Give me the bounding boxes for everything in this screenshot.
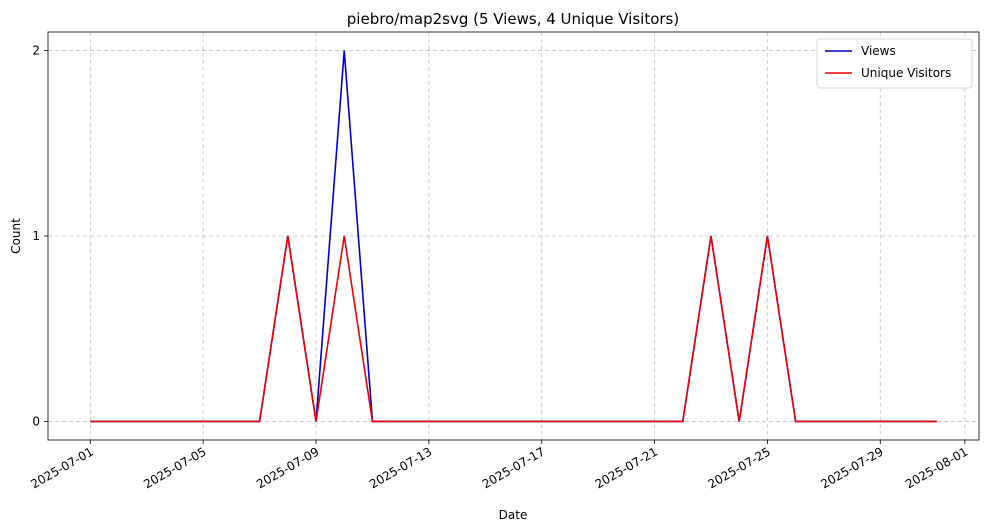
y-tick-label: 2 <box>32 44 40 58</box>
y-axis-ticks: 0 1 2 <box>32 44 48 428</box>
legend-unique-visitors-label: Unique Visitors <box>861 66 951 80</box>
x-axis-label: Date <box>499 508 528 522</box>
x-tick-label: 2025-07-29 <box>818 444 885 491</box>
y-tick-label: 1 <box>32 229 40 243</box>
chart-title: piebro/map2svg (5 Views, 4 Unique Visito… <box>347 10 679 28</box>
grid <box>48 32 979 440</box>
y-axis-label: Count <box>9 218 23 254</box>
y-tick-label: 0 <box>32 414 40 428</box>
x-tick-label: 2025-07-05 <box>141 444 208 491</box>
x-tick-label: 2025-07-17 <box>480 444 547 491</box>
x-tick-label: 2025-07-13 <box>367 444 434 491</box>
x-tick-label: 2025-07-21 <box>593 444 660 491</box>
legend-views-label: Views <box>861 44 896 58</box>
x-tick-label: 2025-07-09 <box>254 444 321 491</box>
x-tick-label: 2025-07-25 <box>706 444 773 491</box>
legend-box <box>816 38 973 89</box>
x-axis-ticks: 2025-07-01 2025-07-05 2025-07-09 2025-07-13… <box>28 440 970 491</box>
x-tick-label: 2025-08-01 <box>903 444 970 491</box>
series-line-unique-visitors <box>90 235 937 423</box>
x-tick-label: 2025-07-01 <box>28 444 95 491</box>
series-layer <box>90 50 937 423</box>
legend: Views Unique Visitors <box>816 38 973 89</box>
